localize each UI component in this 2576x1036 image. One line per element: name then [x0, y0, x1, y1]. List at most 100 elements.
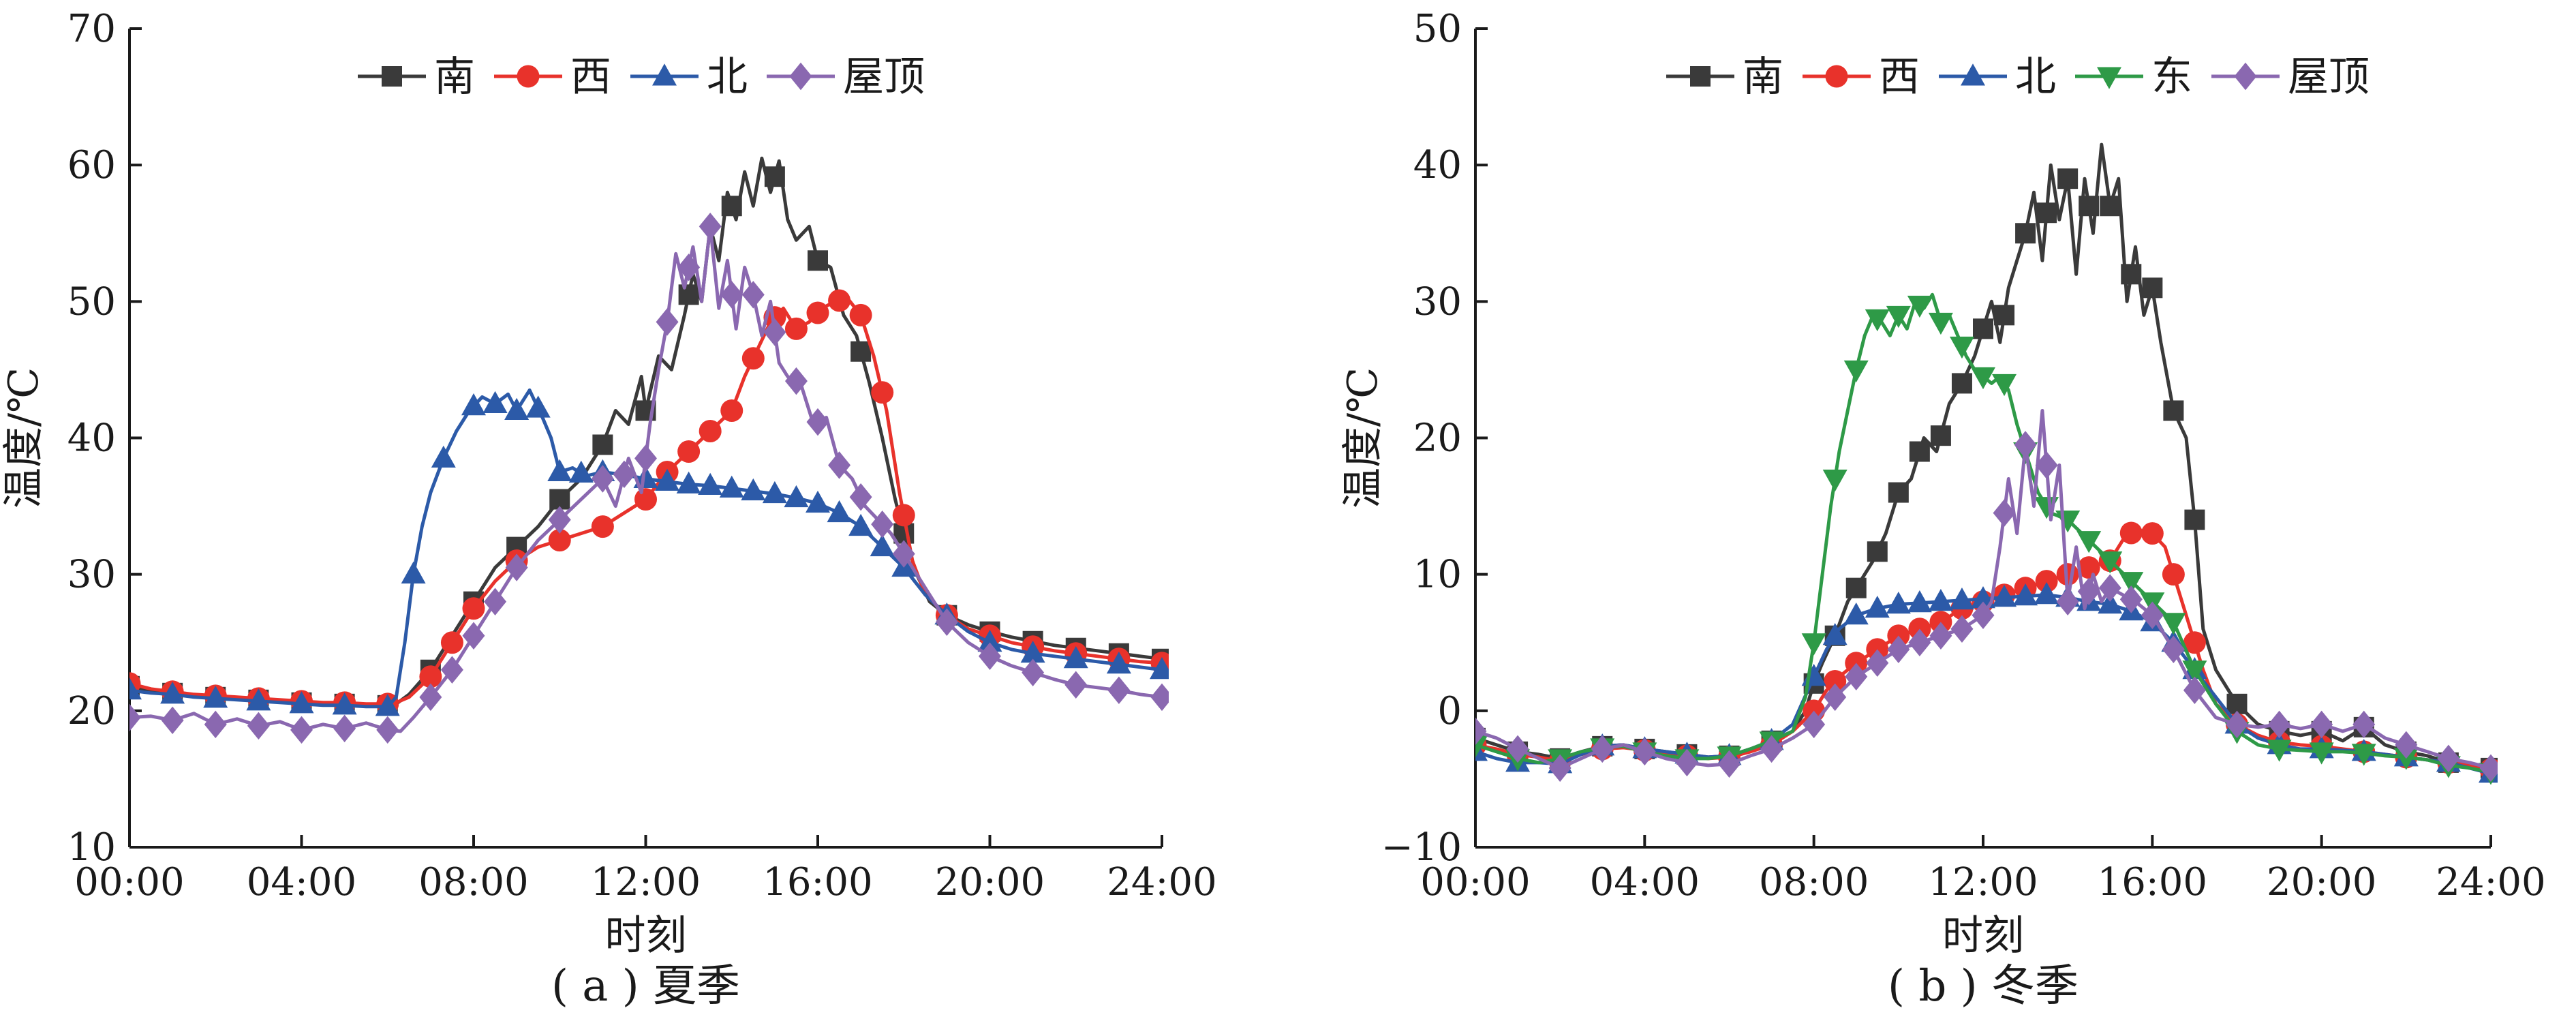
y-tick-label: 40	[1413, 143, 1462, 187]
legend-item: 北	[630, 53, 748, 101]
data-point	[1801, 633, 1826, 656]
data-point	[129, 703, 141, 732]
data-point	[375, 694, 400, 716]
data-point	[2161, 613, 2186, 635]
data-point	[333, 714, 356, 743]
legend-label: 西	[570, 53, 611, 101]
data-point	[849, 303, 872, 326]
data-point	[2077, 556, 2100, 579]
data-point	[762, 481, 787, 504]
x-tick-label: 16:00	[2098, 860, 2207, 904]
data-point	[1718, 750, 1741, 778]
data-point	[568, 460, 594, 483]
legend-item: 屋顶	[767, 53, 925, 101]
data-point	[1949, 336, 1974, 359]
data-point	[828, 451, 851, 479]
data-point	[1908, 628, 1931, 656]
data-point	[2098, 591, 2123, 614]
data-point	[764, 166, 785, 187]
data-point	[2182, 660, 2207, 683]
data-point	[1994, 305, 2015, 326]
data-point	[2351, 744, 2376, 766]
data-point	[1929, 622, 1952, 650]
legend-marker	[2234, 62, 2257, 91]
legend-label: 南	[434, 53, 475, 101]
data-point	[1150, 683, 1169, 712]
x-tick-label: 24:00	[2436, 860, 2545, 904]
data-point	[1843, 602, 1869, 625]
data-point	[246, 688, 271, 711]
data-point	[289, 691, 314, 714]
data-point	[1675, 748, 1698, 777]
legend-label: 东	[2151, 53, 2192, 101]
data-point	[1930, 425, 1951, 446]
data-point	[784, 485, 809, 508]
data-point	[2267, 740, 2292, 762]
data-point	[419, 683, 442, 712]
data-point	[1865, 309, 1890, 332]
data-point	[1888, 482, 1909, 503]
data-point	[719, 475, 744, 498]
data-point	[808, 250, 828, 271]
data-point	[548, 506, 571, 534]
series-line	[129, 224, 1163, 733]
data-point	[548, 529, 571, 552]
data-point	[332, 692, 357, 715]
legend-item: 西	[1803, 53, 1920, 101]
data-point	[504, 397, 530, 420]
y-tick-label: 40	[67, 416, 116, 461]
data-point	[741, 281, 765, 309]
data-point	[613, 460, 636, 489]
data-point	[2226, 710, 2248, 739]
data-point	[160, 682, 185, 704]
data-point	[1760, 735, 1783, 763]
data-point	[1824, 669, 1847, 692]
data-point	[1022, 658, 1045, 687]
legend: 南 西 北 屋顶	[358, 53, 925, 101]
data-point	[290, 716, 313, 744]
data-point	[721, 196, 742, 217]
data-point	[1822, 622, 1847, 645]
data-point	[806, 301, 829, 324]
y-tick-label: 60	[67, 143, 116, 187]
legend-item: 西	[494, 53, 611, 101]
data-point	[2013, 583, 2038, 606]
data-point	[1803, 710, 1826, 739]
x-axis-label: 时刻	[605, 912, 687, 960]
data-point	[2268, 710, 2291, 739]
data-point	[2437, 744, 2460, 773]
data-point	[2352, 710, 2376, 739]
legend-item: 南	[1666, 53, 1783, 101]
data-point	[2119, 572, 2144, 594]
legend-label: 北	[2015, 53, 2056, 101]
data-point	[2183, 631, 2206, 654]
data-point	[720, 281, 743, 309]
data-point	[1107, 676, 1131, 705]
data-point	[1950, 615, 1974, 643]
data-point	[505, 553, 528, 581]
data-point	[977, 630, 1002, 652]
data-point	[2163, 400, 2184, 421]
legend-marker	[1961, 63, 1985, 86]
data-point	[2057, 168, 2079, 189]
data-point	[2393, 748, 2419, 770]
data-point	[2035, 451, 2058, 479]
data-point	[2098, 574, 2121, 602]
legend-marker	[1825, 65, 1848, 88]
series-line	[1475, 292, 2491, 774]
data-point	[2479, 754, 2498, 782]
data-point	[1150, 657, 1169, 680]
x-tick-label: 20:00	[2267, 860, 2376, 904]
data-point	[1865, 595, 1890, 618]
data-point	[656, 308, 679, 336]
data-point	[129, 677, 142, 700]
data-point	[203, 686, 228, 708]
x-tick-label: 04:00	[247, 860, 356, 904]
x-axis-label: 时刻	[1942, 912, 2024, 960]
y-tick-label: 10	[67, 825, 116, 870]
series-line	[129, 296, 1163, 706]
data-point	[1548, 754, 1571, 782]
panel-caption: ( a ) 夏季	[551, 961, 740, 1011]
data-point	[1907, 590, 1932, 613]
